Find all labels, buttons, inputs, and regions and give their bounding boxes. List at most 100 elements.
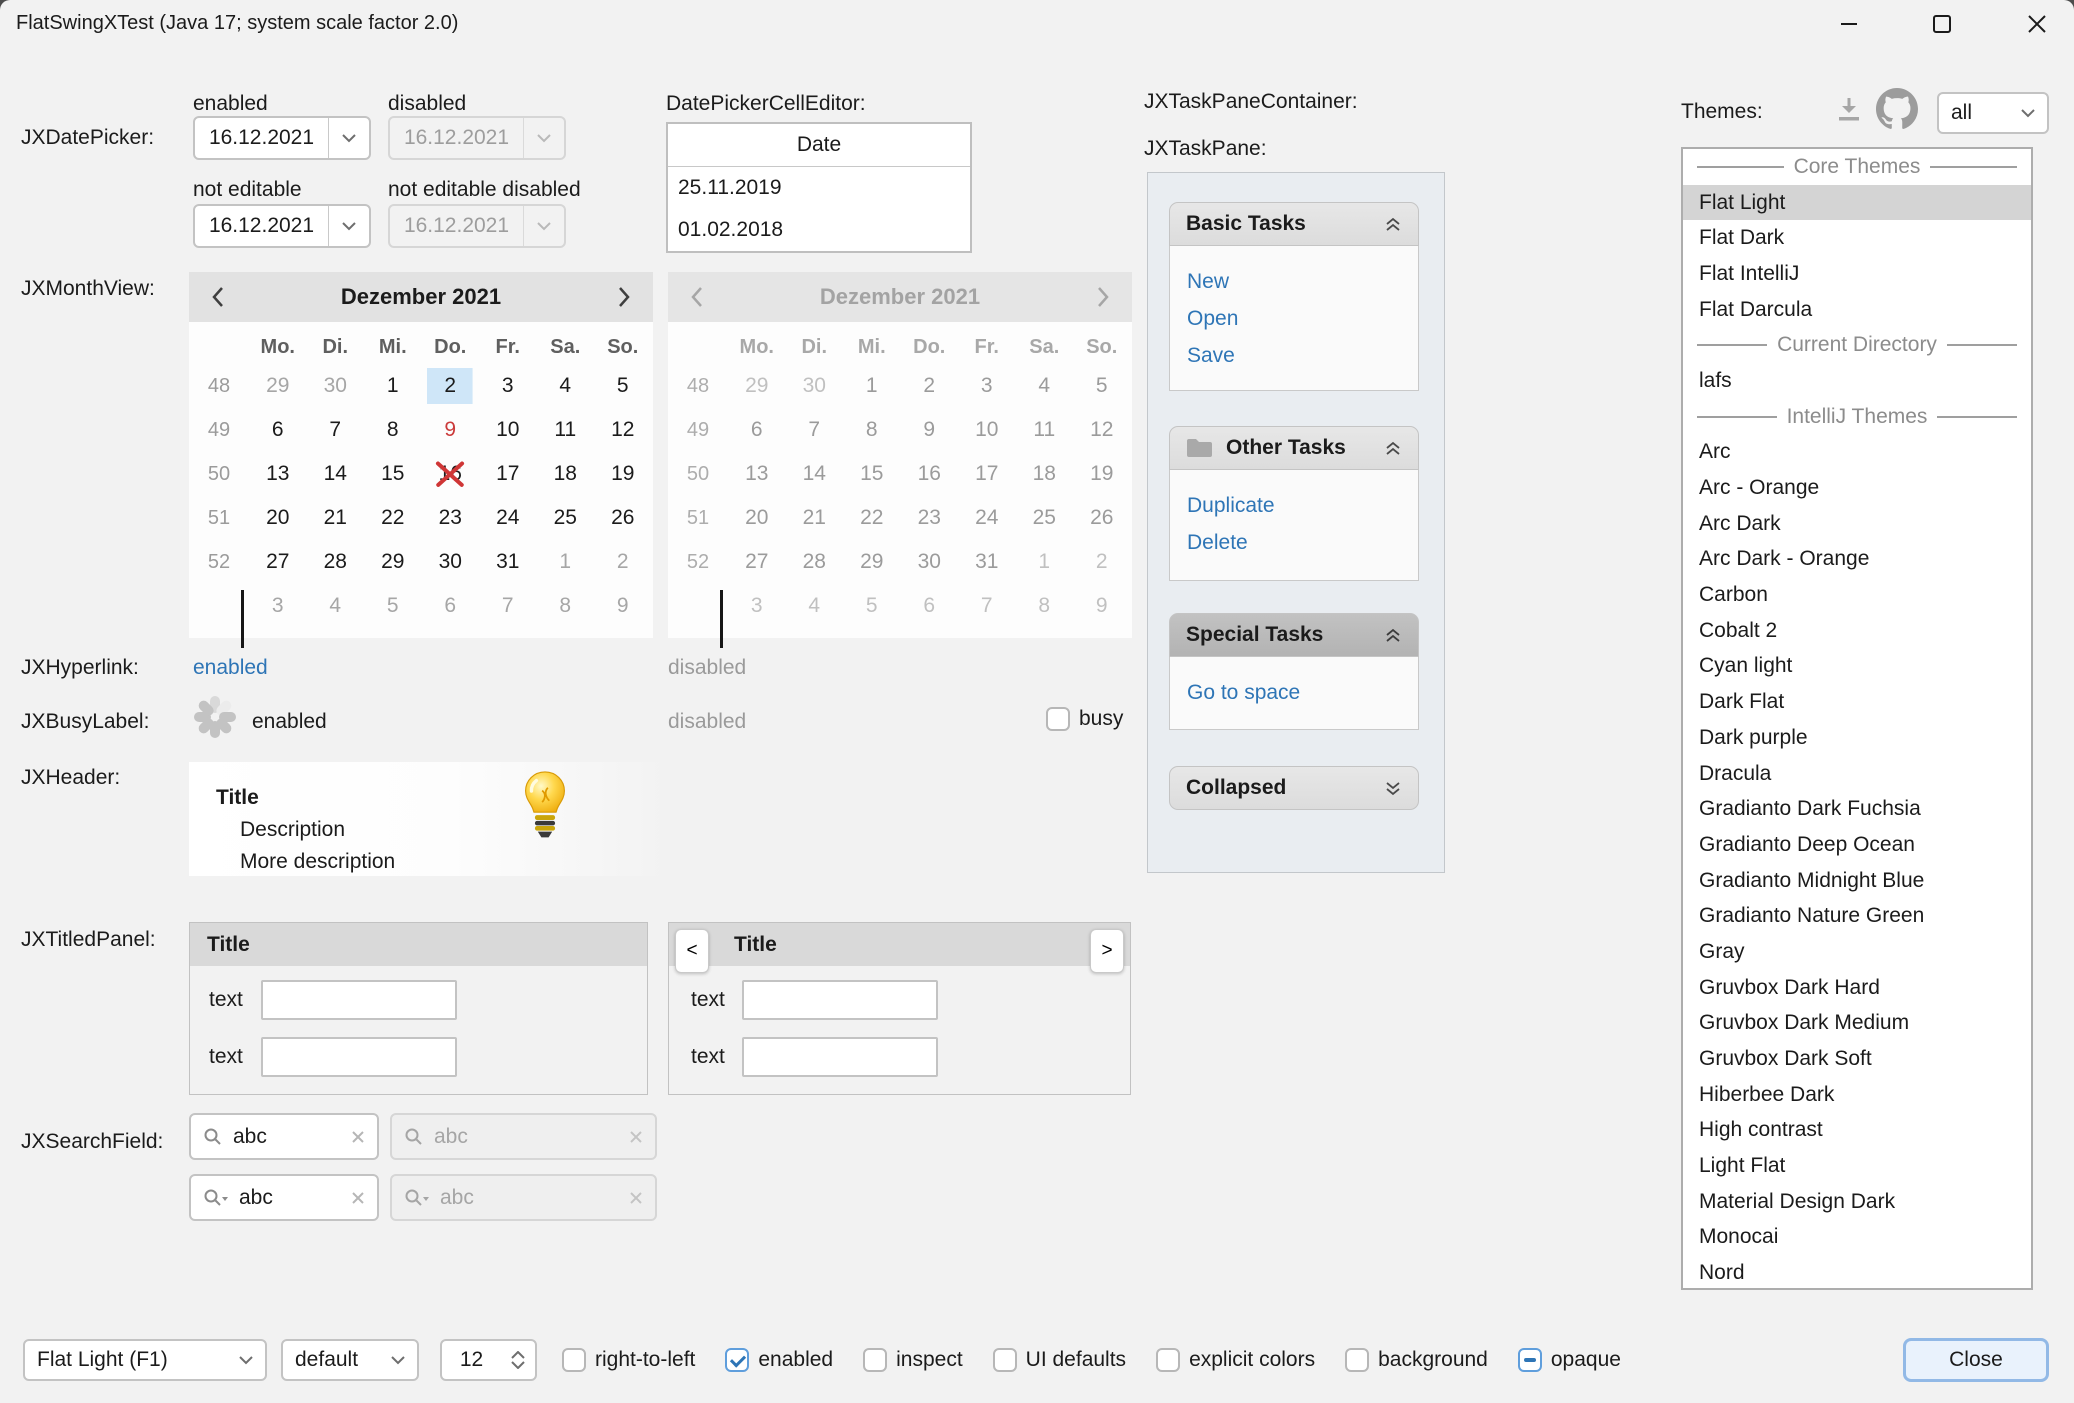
- checkbox-box[interactable]: [1046, 707, 1070, 731]
- option-checkbox[interactable]: inspect: [863, 1348, 963, 1372]
- theme-list-row[interactable]: Cobalt 2: [1683, 613, 2031, 649]
- spinner-buttons[interactable]: [501, 1341, 535, 1379]
- day-cell[interactable]: 27: [266, 550, 290, 573]
- text-input[interactable]: [741, 1037, 938, 1077]
- theme-list-row[interactable]: Hiberbee Dark: [1683, 1077, 2031, 1113]
- option-checkbox[interactable]: right-to-left: [562, 1348, 695, 1372]
- themes-filter-combo[interactable]: all: [1937, 92, 2049, 134]
- close-button[interactable]: Close: [1903, 1338, 2049, 1382]
- prev-month-button[interactable]: [211, 286, 225, 308]
- theme-list-row[interactable]: High contrast: [1683, 1113, 2031, 1149]
- day-cell[interactable]: 3: [501, 374, 514, 397]
- day-cell[interactable]: 31: [496, 550, 520, 573]
- taskpane-header[interactable]: Special Tasks: [1169, 613, 1419, 657]
- checkbox-box[interactable]: [725, 1348, 750, 1372]
- option-checkbox[interactable]: background: [1345, 1348, 1488, 1372]
- checkbox-box[interactable]: [992, 1348, 1017, 1372]
- panel-nav-left-button[interactable]: <: [675, 929, 709, 973]
- datepicker-not-editable[interactable]: 16.12.2021: [193, 204, 371, 248]
- day-cell[interactable]: 9: [444, 418, 457, 441]
- download-icon[interactable]: [1834, 95, 1864, 125]
- theme-list-row[interactable]: Monocai: [1683, 1220, 2031, 1256]
- day-cell[interactable]: 7: [501, 594, 514, 617]
- clear-icon[interactable]: [351, 1191, 365, 1205]
- text-input[interactable]: [741, 980, 938, 1020]
- checkbox-box[interactable]: [1156, 1348, 1181, 1372]
- day-cell[interactable]: 30: [323, 374, 347, 397]
- day-cell[interactable]: 6: [271, 418, 284, 441]
- taskpane-link[interactable]: Delete: [1187, 531, 1248, 554]
- theme-list-row[interactable]: Dark Flat: [1683, 684, 2031, 720]
- text-input[interactable]: [260, 980, 457, 1020]
- day-cell[interactable]: 6: [444, 594, 457, 617]
- day-cell[interactable]: 3: [271, 594, 284, 617]
- minimize-button[interactable]: [1818, 0, 1880, 48]
- taskpane-header[interactable]: Basic Tasks: [1169, 202, 1419, 246]
- laf-combo[interactable]: Flat Light (F1): [23, 1339, 267, 1381]
- theme-list-row[interactable]: Arc Dark: [1683, 506, 2031, 542]
- datepicker-enabled[interactable]: 16.12.2021: [193, 116, 371, 160]
- style-combo[interactable]: default: [281, 1339, 419, 1381]
- day-cell[interactable]: 8: [559, 594, 572, 617]
- option-checkbox[interactable]: UI defaults: [992, 1348, 1126, 1372]
- day-cell[interactable]: 26: [611, 506, 635, 529]
- day-cell[interactable]: 9: [616, 594, 629, 617]
- checkbox-box[interactable]: [1345, 1348, 1370, 1372]
- day-cell[interactable]: 2: [616, 550, 629, 573]
- theme-list-row[interactable]: Flat IntelliJ: [1683, 256, 2031, 292]
- day-cell[interactable]: 29: [381, 550, 405, 573]
- chevron-double-up-icon[interactable]: [1384, 440, 1402, 457]
- theme-list-row[interactable]: Arc Dark - Orange: [1683, 542, 2031, 578]
- day-cell[interactable]: 16: [422, 452, 480, 496]
- panel-nav-right-button[interactable]: >: [1090, 929, 1124, 973]
- day-cell[interactable]: 20: [266, 506, 290, 529]
- chevron-up-icon[interactable]: [511, 1351, 525, 1359]
- option-checkbox[interactable]: opaque: [1517, 1348, 1621, 1372]
- taskpane-link[interactable]: Save: [1187, 344, 1235, 367]
- chevron-down-icon[interactable]: [511, 1361, 525, 1369]
- busy-checkbox[interactable]: busy: [1046, 707, 1123, 731]
- day-cell[interactable]: 2: [421, 364, 479, 408]
- chevron-double-up-icon[interactable]: [1384, 627, 1402, 644]
- spinner-value[interactable]: 12: [459, 1348, 484, 1371]
- maximize-button[interactable]: [1911, 0, 1973, 48]
- theme-list-row[interactable]: IntelliJ Themes: [1683, 399, 2031, 435]
- text-input[interactable]: [260, 1037, 457, 1077]
- day-cell[interactable]: 15: [381, 462, 405, 485]
- theme-list-row[interactable]: Arc: [1683, 435, 2031, 471]
- day-cell[interactable]: 4: [329, 594, 342, 617]
- table-row[interactable]: 25.11.2019: [678, 176, 782, 199]
- theme-list-row[interactable]: Current Directory: [1683, 327, 2031, 363]
- search-text[interactable]: abc: [233, 1124, 267, 1148]
- theme-list-row[interactable]: Gradianto Midnight Blue: [1683, 863, 2031, 899]
- next-month-button[interactable]: [617, 286, 631, 308]
- theme-list-row[interactable]: Gradianto Deep Ocean: [1683, 827, 2031, 863]
- taskpane-header[interactable]: Other Tasks: [1169, 426, 1419, 470]
- theme-list-row[interactable]: Flat Dark: [1683, 220, 2031, 256]
- option-checkbox[interactable]: explicit colors: [1156, 1348, 1315, 1372]
- day-cell[interactable]: 17: [496, 462, 520, 485]
- hyperlink-enabled[interactable]: enabled: [193, 656, 268, 679]
- day-cell[interactable]: 30: [438, 550, 462, 573]
- day-cell[interactable]: 21: [323, 506, 347, 529]
- theme-list-row[interactable]: Material Design Dark: [1683, 1184, 2031, 1220]
- chevron-down-icon[interactable]: [328, 206, 369, 246]
- theme-list-row[interactable]: Carbon: [1683, 577, 2031, 613]
- day-cell[interactable]: 12: [611, 418, 635, 441]
- option-checkbox[interactable]: enabled: [725, 1348, 833, 1372]
- taskpane-link[interactable]: New: [1187, 270, 1230, 293]
- day-cell[interactable]: 11: [554, 418, 577, 441]
- theme-list-row[interactable]: Core Themes: [1683, 149, 2031, 185]
- day-cell[interactable]: 5: [616, 374, 629, 397]
- search-field-with-menu-enabled[interactable]: abc: [189, 1174, 379, 1221]
- day-cell[interactable]: 8: [386, 418, 399, 441]
- theme-list-row[interactable]: Gradianto Nature Green: [1683, 898, 2031, 934]
- day-cell[interactable]: 4: [559, 374, 572, 397]
- checkbox-box[interactable]: [1517, 1348, 1542, 1372]
- search-field-enabled[interactable]: abc: [189, 1113, 379, 1160]
- theme-list-row[interactable]: Nord: [1683, 1255, 2031, 1288]
- taskpane-link[interactable]: Open: [1187, 307, 1239, 330]
- checkbox-box[interactable]: [562, 1348, 586, 1372]
- day-cell[interactable]: 5: [386, 594, 399, 617]
- day-cell[interactable]: 29: [266, 374, 290, 397]
